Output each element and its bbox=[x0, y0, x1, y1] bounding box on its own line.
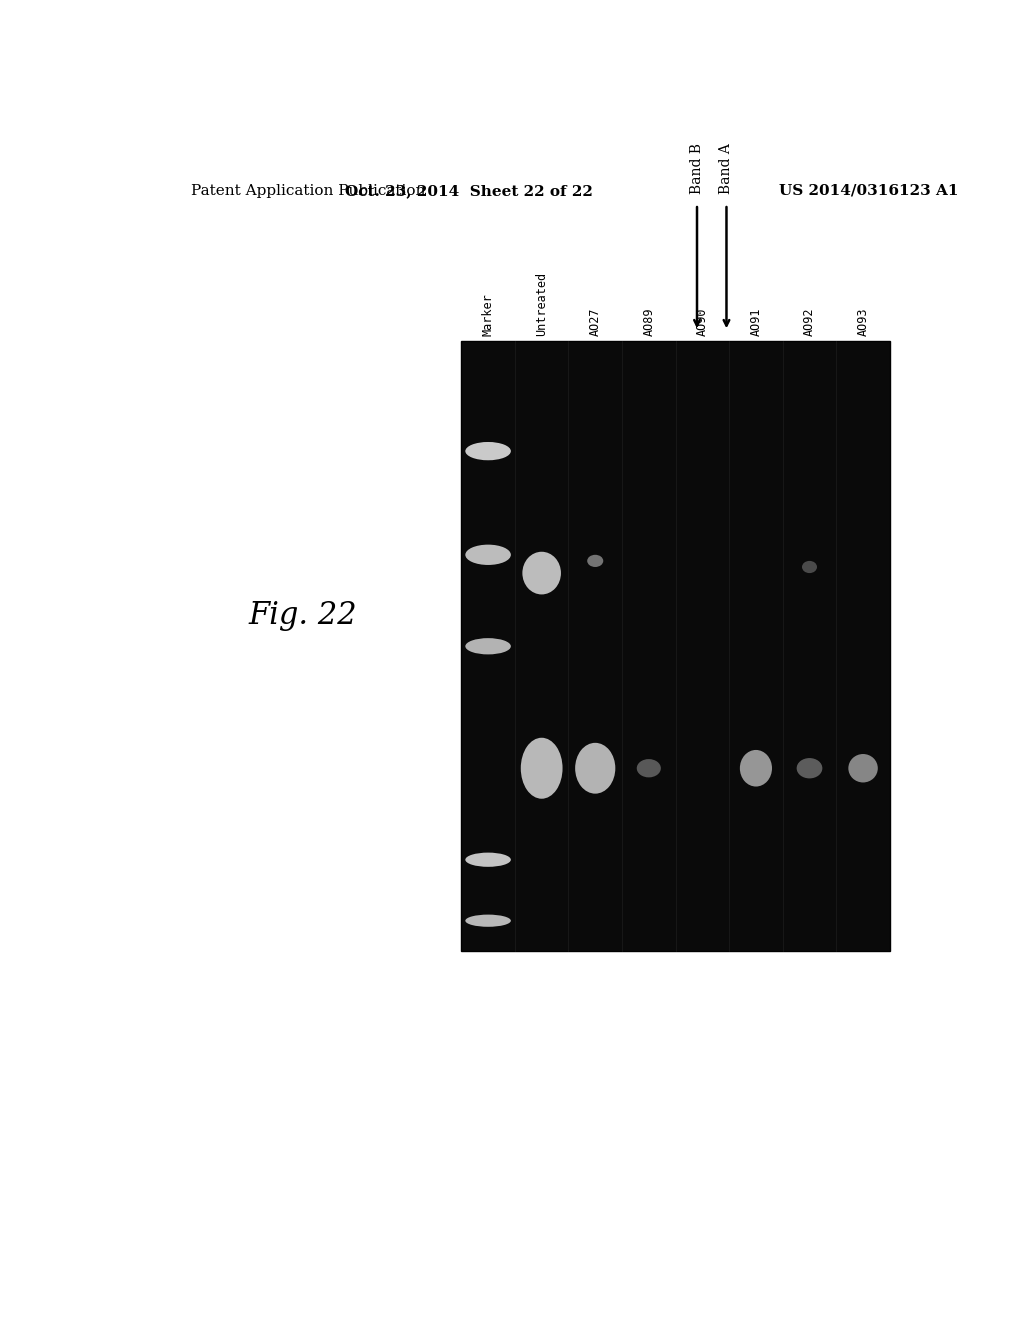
Ellipse shape bbox=[522, 552, 561, 594]
Text: AO90: AO90 bbox=[696, 308, 709, 337]
Text: Oct. 23, 2014  Sheet 22 of 22: Oct. 23, 2014 Sheet 22 of 22 bbox=[345, 183, 593, 198]
Ellipse shape bbox=[575, 743, 615, 793]
Ellipse shape bbox=[465, 915, 511, 927]
Text: Patent Application Publication: Patent Application Publication bbox=[191, 183, 426, 198]
Text: AO27: AO27 bbox=[589, 308, 602, 337]
Text: AO92: AO92 bbox=[803, 308, 816, 337]
Text: AO93: AO93 bbox=[856, 308, 869, 337]
Ellipse shape bbox=[465, 853, 511, 867]
Text: Band B: Band B bbox=[690, 143, 705, 194]
Ellipse shape bbox=[465, 638, 511, 655]
Ellipse shape bbox=[521, 738, 562, 799]
Text: AO89: AO89 bbox=[642, 308, 655, 337]
Text: Fig. 22: Fig. 22 bbox=[248, 601, 357, 631]
Ellipse shape bbox=[848, 754, 878, 783]
Text: AO91: AO91 bbox=[750, 308, 763, 337]
Bar bbox=[461, 342, 890, 952]
Text: Untreated: Untreated bbox=[536, 272, 548, 337]
Ellipse shape bbox=[797, 758, 822, 779]
Text: Marker: Marker bbox=[481, 293, 495, 337]
Ellipse shape bbox=[465, 442, 511, 461]
Ellipse shape bbox=[802, 561, 817, 573]
Text: US 2014/0316123 A1: US 2014/0316123 A1 bbox=[778, 183, 958, 198]
Text: Band A: Band A bbox=[720, 143, 733, 194]
Ellipse shape bbox=[465, 545, 511, 565]
Ellipse shape bbox=[740, 750, 772, 787]
Ellipse shape bbox=[587, 554, 603, 568]
Ellipse shape bbox=[637, 759, 660, 777]
